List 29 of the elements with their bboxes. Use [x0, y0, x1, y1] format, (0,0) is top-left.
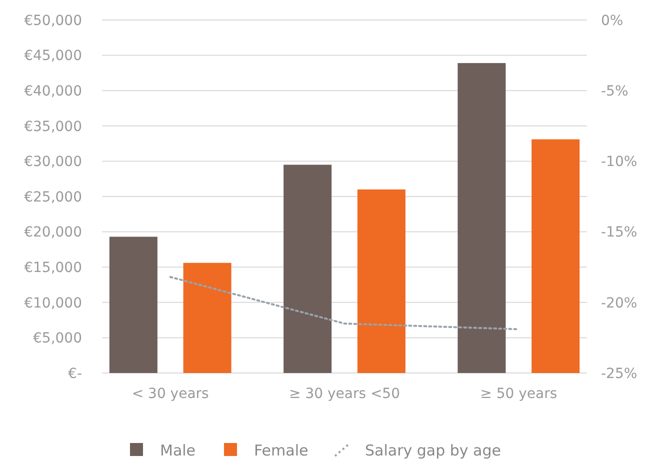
- y-tick-label: €25,000: [24, 189, 82, 206]
- y-tick-label: €20,000: [24, 224, 82, 241]
- x-tick-label: < 30 years: [132, 386, 209, 402]
- bar: [357, 189, 406, 373]
- y-tick-label: €40,000: [24, 84, 82, 100]
- y-tick-label: €45,000: [24, 48, 82, 64]
- y-tick-label: €50,000: [24, 12, 82, 29]
- y2-tick-label: -25%: [601, 366, 638, 382]
- y2-tick-label: -5%: [601, 84, 628, 100]
- y-tick-label: €5,000: [33, 330, 82, 347]
- y2-tick-label: -20%: [601, 295, 638, 312]
- x-tick-label: ≥ 30 years <50: [289, 386, 400, 402]
- bar: [532, 139, 580, 373]
- x-tick-label: ≥ 50 years: [480, 386, 558, 402]
- bar: [284, 164, 332, 373]
- legend-label: Salary gap by age: [365, 441, 501, 460]
- bar: [183, 262, 232, 373]
- y2-tick-label: 0%: [601, 12, 624, 29]
- y2-tick-label: -10%: [601, 154, 638, 170]
- bar: [109, 236, 158, 373]
- legend-label: Male: [160, 441, 196, 460]
- y-tick-label: €10,000: [24, 295, 82, 312]
- y-tick-label: €15,000: [24, 260, 82, 276]
- y-tick-label: €35,000: [24, 118, 82, 135]
- y-tick-label: €-: [68, 366, 82, 382]
- bar: [458, 63, 506, 373]
- legend-label: Female: [254, 441, 308, 460]
- y-tick-label: €30,000: [24, 154, 82, 170]
- y2-tick-label: -15%: [601, 224, 638, 241]
